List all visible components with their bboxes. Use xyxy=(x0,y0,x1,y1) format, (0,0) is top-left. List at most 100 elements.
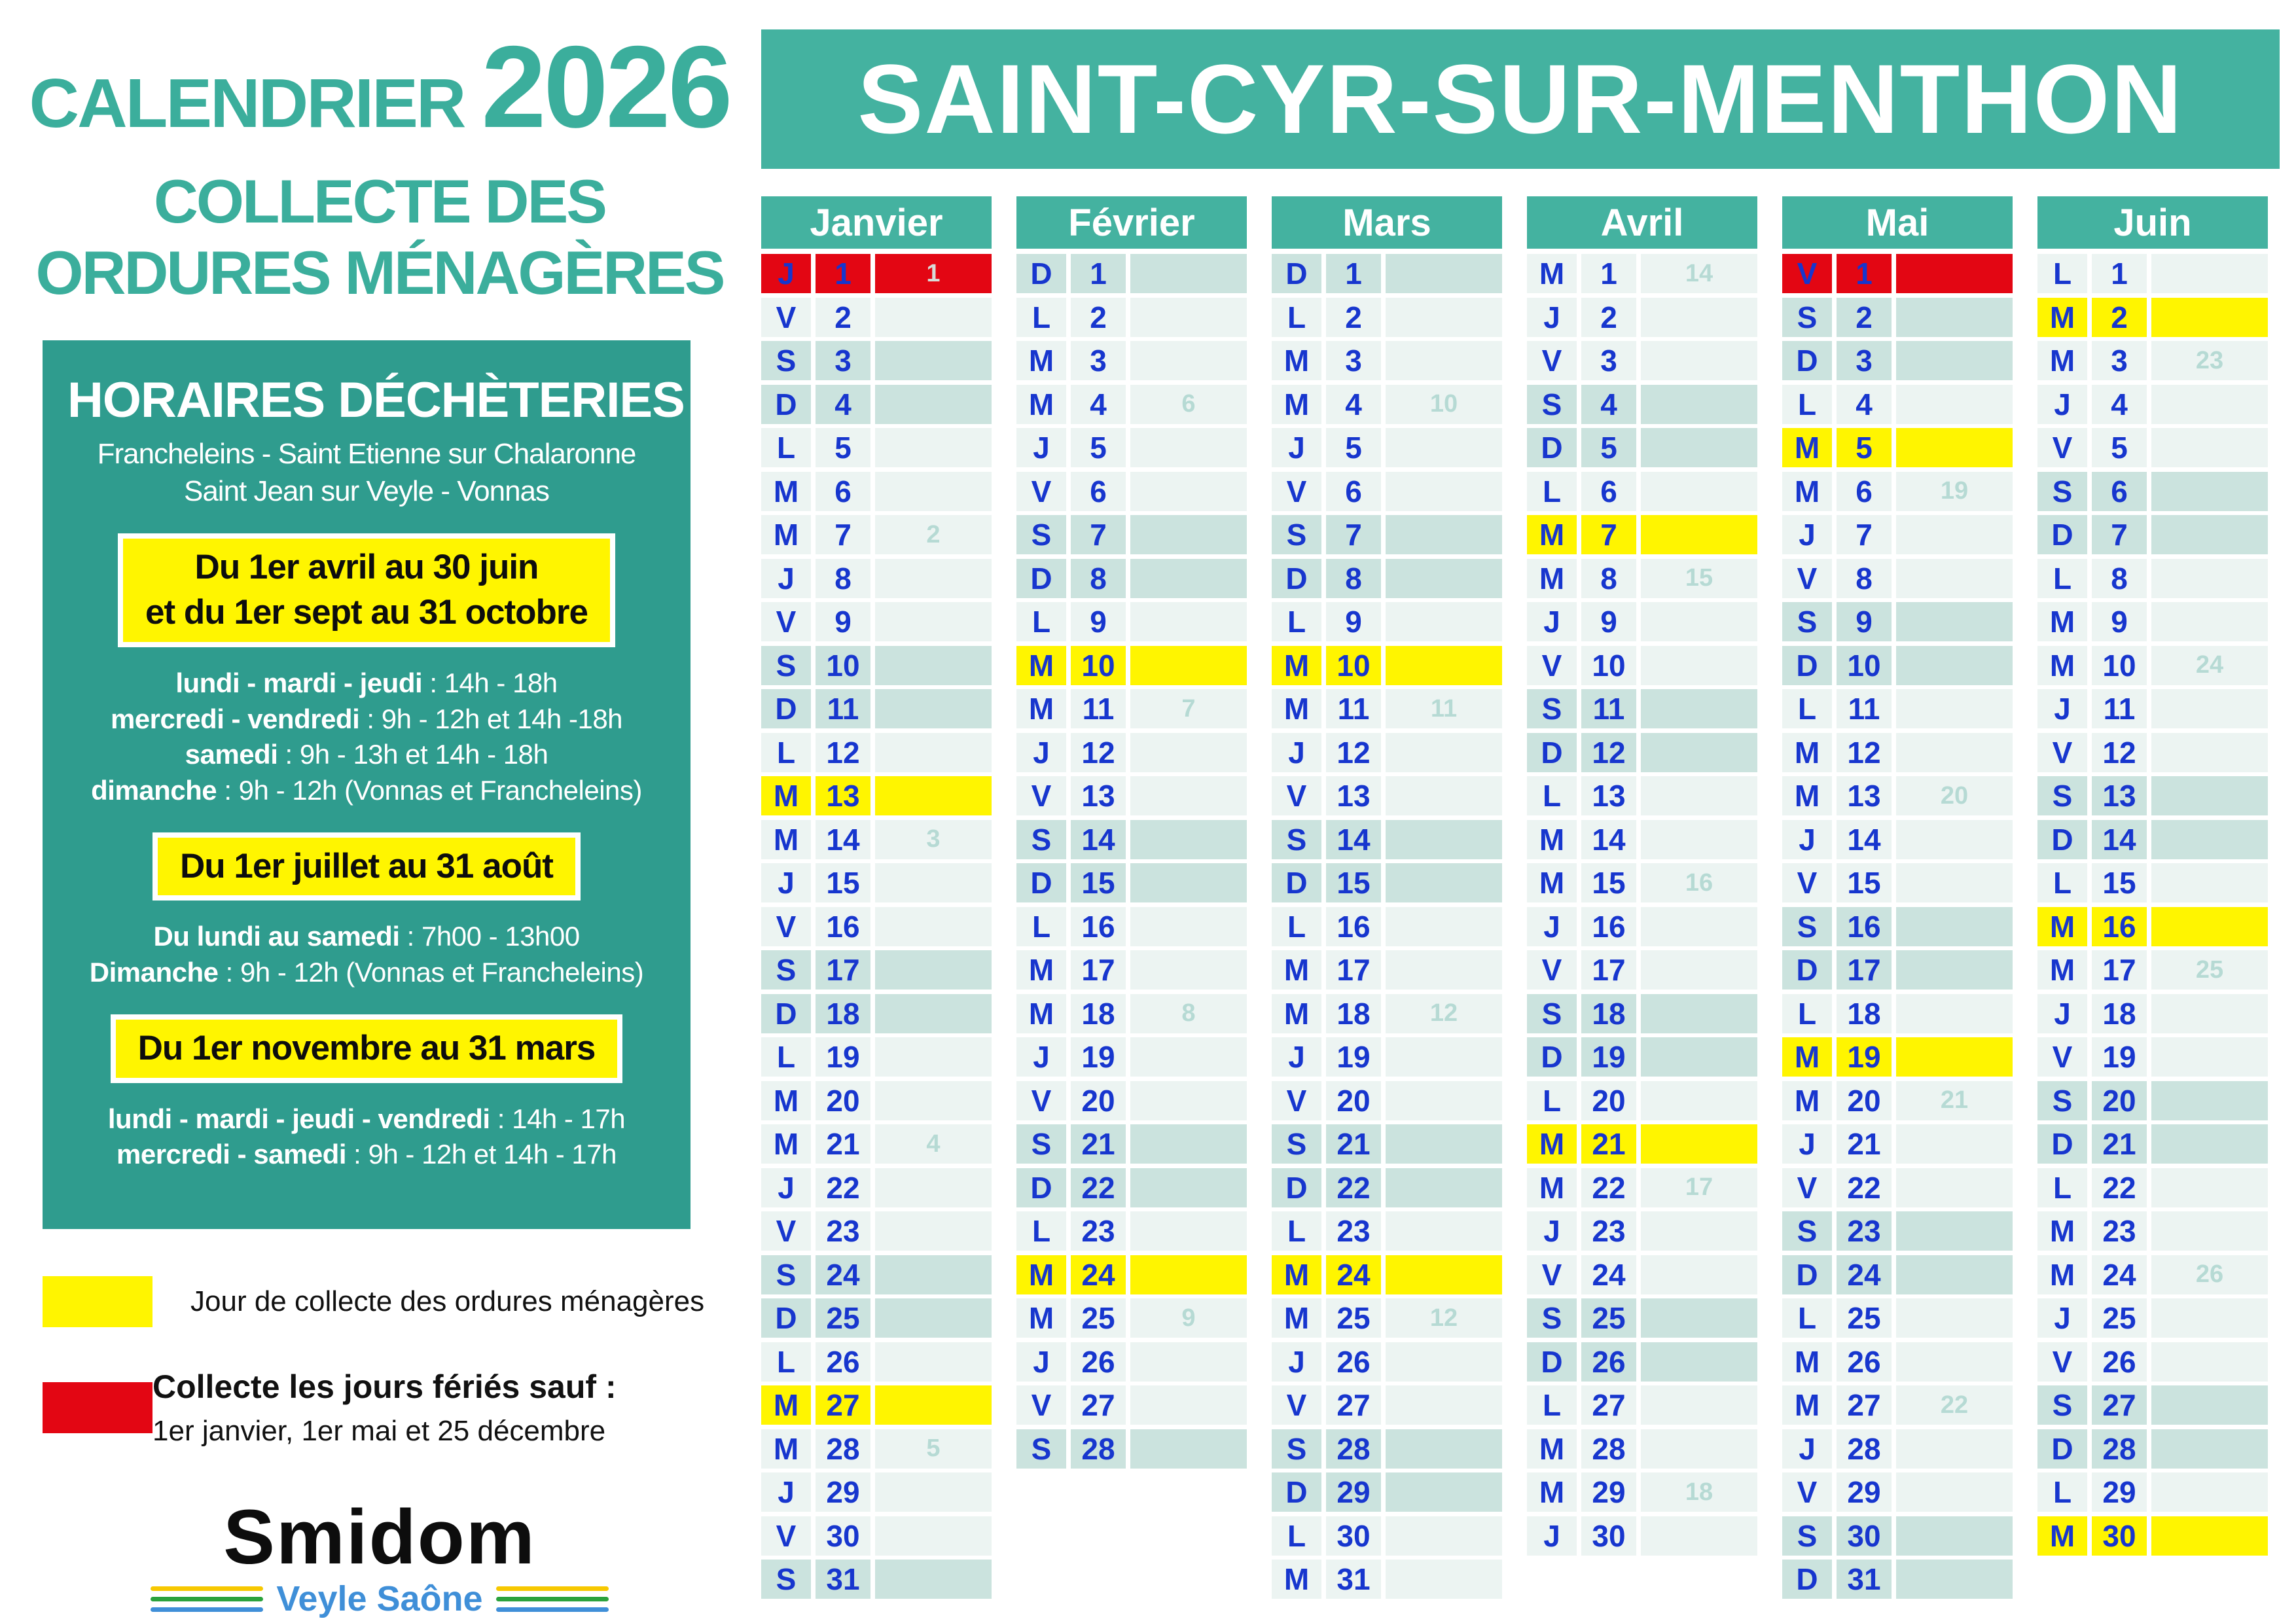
day-number: 2 xyxy=(816,297,870,337)
day-number: 18 xyxy=(1837,993,1892,1033)
day-number: 26 xyxy=(1837,1342,1892,1382)
day-letter: L xyxy=(1016,602,1066,641)
day-number: 22 xyxy=(816,1168,870,1207)
day-row: J 29 xyxy=(761,1472,992,1512)
day-number: 5 xyxy=(1071,428,1126,467)
week-cell xyxy=(2151,384,2268,424)
schedule-value: : 9h - 12h et 14h -18h xyxy=(359,703,623,734)
day-row: L 25 xyxy=(1782,1298,2013,1338)
day-letter: S xyxy=(1016,1429,1066,1469)
day-row: S 27 xyxy=(2037,1385,2268,1425)
day-letter: J xyxy=(1016,732,1066,772)
day-letter: D xyxy=(1782,341,1832,380)
day-number: 7 xyxy=(816,515,870,554)
week-cell xyxy=(2151,776,2268,815)
day-letter: M xyxy=(1782,471,1832,511)
day-row: L 29 xyxy=(2037,1472,2268,1512)
day-number: 27 xyxy=(1581,1385,1636,1425)
week-cell xyxy=(875,1211,992,1251)
day-row: M 1 14 xyxy=(1527,254,1757,293)
day-row: J 21 xyxy=(1782,1124,2013,1164)
day-letter: V xyxy=(2037,428,2087,467)
day-letter: M xyxy=(1272,384,1321,424)
day-letter: L xyxy=(761,732,811,772)
day-letter: D xyxy=(761,384,811,424)
day-number: 20 xyxy=(2092,1080,2147,1120)
day-letter: S xyxy=(1272,1124,1321,1164)
day-letter: M xyxy=(761,776,811,815)
week-cell xyxy=(875,1472,992,1512)
schedule-label: dimanche xyxy=(91,774,217,806)
day-letter: M xyxy=(761,1385,811,1425)
day-number: 8 xyxy=(1071,558,1126,598)
week-cell xyxy=(2151,819,2268,859)
day-letter: M xyxy=(1527,863,1577,902)
day-number: 1 xyxy=(2092,254,2147,293)
week-cell xyxy=(1130,1211,1247,1251)
week-number: 17 xyxy=(1685,1173,1713,1201)
day-letter: S xyxy=(1527,993,1577,1033)
day-letter: J xyxy=(1782,1124,1832,1164)
day-row: S 23 xyxy=(1782,1211,2013,1251)
week-cell xyxy=(2151,1168,2268,1207)
week-cell xyxy=(1641,1211,1757,1251)
day-number: 17 xyxy=(1837,950,1892,990)
day-number: 24 xyxy=(2092,1255,2147,1294)
day-number: 21 xyxy=(1326,1124,1381,1164)
day-row: V 20 xyxy=(1272,1080,1502,1120)
day-number: 23 xyxy=(1071,1211,1126,1251)
week-cell xyxy=(1641,428,1757,467)
day-letter: M xyxy=(1527,515,1577,554)
day-row: L 19 xyxy=(761,1037,992,1077)
day-number: 17 xyxy=(1071,950,1126,990)
day-row: S 17 xyxy=(761,950,992,990)
month-header: Avril xyxy=(1527,196,1757,249)
day-letter: V xyxy=(761,1211,811,1251)
month-header: Janvier xyxy=(761,196,992,249)
week-cell xyxy=(1386,776,1502,815)
day-row: L 11 xyxy=(1782,689,2013,728)
week-cell xyxy=(2151,993,2268,1033)
yellow-swatch xyxy=(43,1276,152,1327)
week-number: 21 xyxy=(1940,1086,1969,1114)
week-cell xyxy=(875,428,992,467)
day-letter: M xyxy=(2037,950,2087,990)
day-row: M 3 23 xyxy=(2037,341,2268,380)
week-cell xyxy=(1130,1037,1247,1077)
day-letter: J xyxy=(1527,1211,1577,1251)
day-number: 23 xyxy=(816,1211,870,1251)
logo-bar xyxy=(151,1596,264,1601)
day-letter: V xyxy=(1782,1472,1832,1512)
day-letter: V xyxy=(1016,776,1066,815)
week-cell xyxy=(875,558,992,598)
day-letter: S xyxy=(761,645,811,685)
week-cell xyxy=(1641,1342,1757,1382)
day-number: 15 xyxy=(1326,863,1381,902)
day-row: L 20 xyxy=(1527,1080,1757,1120)
month-column-avril: Avril M 1 14 J 2 V 3 S 4 D 5 L 6 M 7 M 8 15 J 9 V 10 S 11 D 12 L 13 M… xyxy=(1527,196,1757,1603)
schedule-label: Du lundi au samedi xyxy=(153,921,400,952)
day-number: 9 xyxy=(816,602,870,641)
schedule-label: lundi - mardi - jeudi - vendredi xyxy=(107,1103,490,1134)
day-letter: D xyxy=(2037,1429,2087,1469)
legend-row-holidays: Collecte les jours fériés sauf : 1er jan… xyxy=(43,1368,743,1448)
day-letter: M xyxy=(1016,1255,1066,1294)
logo-bar xyxy=(495,1607,609,1612)
week-cell xyxy=(1130,254,1247,293)
title-block: CALENDRIER 2026 COLLECTE DES ORDURES MÉN… xyxy=(0,0,759,308)
day-row: D 15 xyxy=(1272,863,1502,902)
day-row: J 30 xyxy=(1527,1516,1757,1556)
week-cell xyxy=(1386,428,1502,467)
day-number: 23 xyxy=(1581,1211,1636,1251)
